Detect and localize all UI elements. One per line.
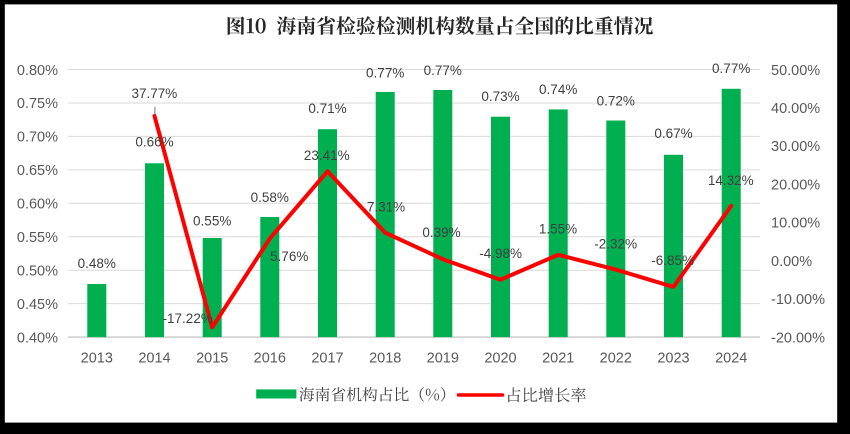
svg-text:-17.22%: -17.22% — [163, 311, 213, 326]
svg-text:0.80%: 0.80% — [17, 63, 58, 79]
svg-text:0.67%: 0.67% — [654, 126, 692, 141]
svg-text:0.55%: 0.55% — [17, 230, 58, 246]
svg-text:0.75%: 0.75% — [17, 96, 58, 112]
svg-text:0.48%: 0.48% — [78, 256, 116, 271]
svg-text:0.74%: 0.74% — [539, 82, 577, 97]
svg-text:-6.85%: -6.85% — [651, 253, 694, 268]
svg-text:0.39%: 0.39% — [422, 225, 460, 240]
svg-text:0.77%: 0.77% — [712, 61, 750, 76]
svg-text:0.40%: 0.40% — [17, 330, 58, 346]
svg-text:-2.32%: -2.32% — [594, 237, 637, 252]
svg-text:2014: 2014 — [138, 350, 170, 366]
svg-text:-10.00%: -10.00% — [771, 292, 825, 308]
svg-text:-20.00%: -20.00% — [771, 330, 825, 346]
svg-text:1.55%: 1.55% — [539, 221, 577, 236]
svg-text:10.00%: 10.00% — [771, 216, 820, 232]
svg-text:0.50%: 0.50% — [17, 264, 58, 280]
svg-text:14.32%: 14.32% — [708, 173, 754, 188]
svg-text:0.73%: 0.73% — [481, 89, 519, 104]
svg-text:0.65%: 0.65% — [17, 163, 58, 179]
svg-text:2017: 2017 — [311, 350, 343, 366]
svg-text:7.31%: 7.31% — [367, 200, 405, 215]
svg-text:2023: 2023 — [657, 350, 689, 366]
svg-text:23.41%: 23.41% — [304, 148, 350, 163]
svg-text:0.00%: 0.00% — [771, 254, 812, 270]
svg-text:20.00%: 20.00% — [771, 178, 820, 194]
svg-text:0.71%: 0.71% — [308, 101, 346, 116]
svg-text:40.00%: 40.00% — [771, 101, 820, 117]
svg-text:2022: 2022 — [600, 350, 632, 366]
svg-text:0.77%: 0.77% — [424, 63, 462, 78]
svg-text:2019: 2019 — [427, 350, 459, 366]
svg-text:2013: 2013 — [81, 350, 113, 366]
svg-text:2020: 2020 — [484, 350, 516, 366]
svg-text:37.77%: 37.77% — [132, 86, 178, 101]
svg-text:50.00%: 50.00% — [771, 63, 820, 79]
svg-text:0.66%: 0.66% — [135, 134, 173, 149]
svg-text:0.45%: 0.45% — [17, 297, 58, 313]
svg-text:5.76%: 5.76% — [270, 249, 308, 264]
svg-text:2018: 2018 — [369, 350, 401, 366]
svg-text:2024: 2024 — [715, 350, 747, 366]
svg-text:2016: 2016 — [254, 350, 286, 366]
svg-text:30.00%: 30.00% — [771, 139, 820, 155]
svg-text:2021: 2021 — [542, 350, 574, 366]
svg-text:0.72%: 0.72% — [597, 93, 635, 108]
svg-text:0.60%: 0.60% — [17, 197, 58, 213]
svg-text:0.70%: 0.70% — [17, 130, 58, 146]
svg-text:2015: 2015 — [196, 350, 228, 366]
svg-text:0.77%: 0.77% — [366, 65, 404, 80]
svg-text:0.55%: 0.55% — [193, 213, 231, 228]
svg-text:0.58%: 0.58% — [251, 190, 289, 205]
svg-text:-4.98%: -4.98% — [479, 246, 522, 261]
